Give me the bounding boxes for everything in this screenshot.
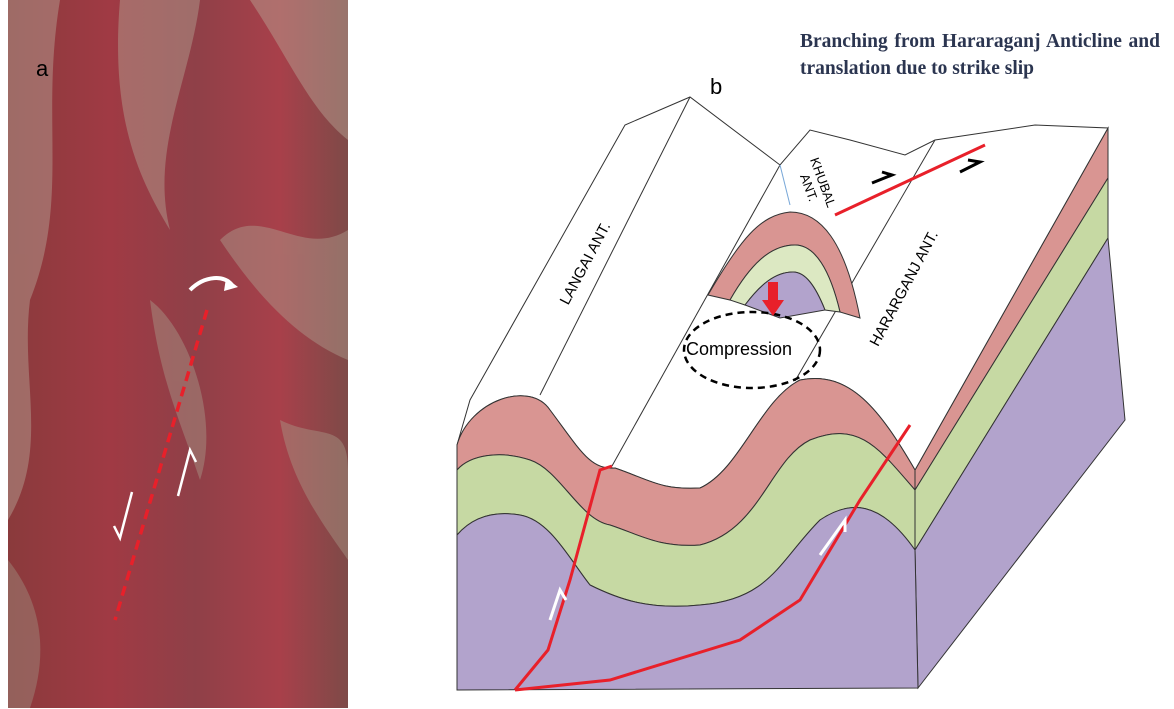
figure-graphics <box>0 0 1174 709</box>
compression-label: Compression <box>686 339 792 360</box>
panel-label: b <box>710 74 722 100</box>
caption: Branching from Hararaganj Anticline and … <box>800 28 1160 82</box>
figure: a b Branching from Hararaganj Anticline … <box>0 0 1174 709</box>
panel-label: a <box>36 56 48 82</box>
